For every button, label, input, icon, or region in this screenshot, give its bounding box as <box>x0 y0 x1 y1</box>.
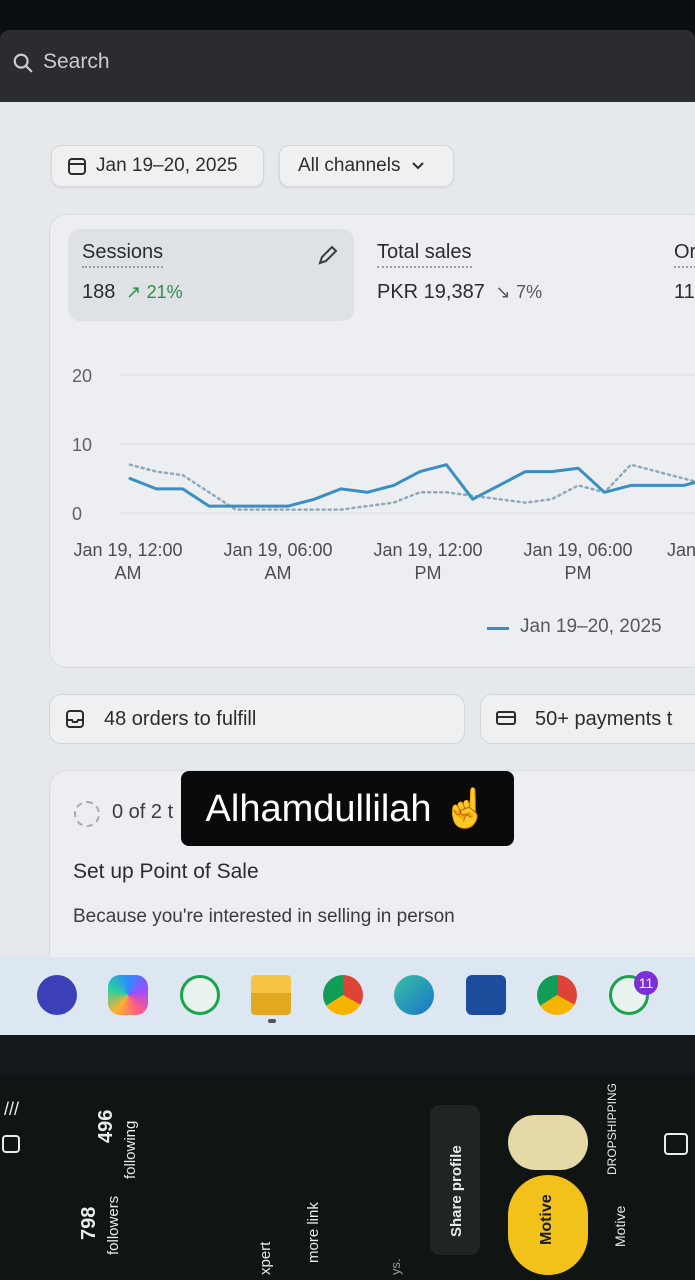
search-icon <box>13 53 33 73</box>
orders-metric-title[interactable]: Or <box>674 241 695 268</box>
sessions-number: 188 <box>82 281 116 303</box>
professional-dashboard-icon[interactable] <box>664 1133 688 1155</box>
orders-to-fulfill-button[interactable]: 48 orders to fulfill <box>49 694 465 744</box>
store-icon[interactable] <box>466 975 506 1015</box>
task-checkbox[interactable] <box>74 801 100 827</box>
setup-description: Because you're interested in selling in … <box>73 906 455 927</box>
more-link[interactable]: more link <box>305 1202 322 1263</box>
payment-icon <box>496 711 516 725</box>
monitor-bezel <box>0 1035 695 1075</box>
y-tick-label: 10 <box>72 435 92 455</box>
active-indicator <box>268 1019 276 1023</box>
chrome-icon[interactable] <box>323 975 363 1015</box>
date-range-label: Jan 19–20, 2025 <box>96 155 238 176</box>
comparison-series-line <box>128 463 695 511</box>
setup-progress: 0 of 2 t <box>112 801 174 823</box>
brand-name: Motive <box>612 1205 628 1247</box>
current-series-line <box>128 463 695 508</box>
notification-badge: 11 <box>634 971 658 995</box>
calendar-icon <box>68 158 86 175</box>
y-tick-label: 0 <box>72 504 82 524</box>
menu-icon[interactable]: /// <box>4 1099 20 1119</box>
highlight-label: Motive <box>538 1194 555 1245</box>
chevron-down-icon <box>412 162 425 170</box>
date-range-button[interactable]: Jan 19–20, 2025 <box>51 145 264 187</box>
search-input[interactable]: Search <box>43 50 110 73</box>
add-post-icon[interactable] <box>2 1135 20 1153</box>
sessions-title: Sessions <box>82 241 164 268</box>
share-profile-label: Share profile <box>448 1145 465 1237</box>
phone-profile-overlay: /// 798 followers 496 following xpert mo… <box>0 1075 695 1280</box>
x-tick-label: PM <box>565 563 592 583</box>
trend-up-icon: ↗ <box>120 282 142 302</box>
inbox-icon <box>66 710 84 728</box>
legend-swatch <box>487 627 509 630</box>
followers-label[interactable]: followers <box>105 1195 122 1255</box>
pencil-icon[interactable] <box>316 243 340 267</box>
setup-card: 0 of 2 t Set up Point of Sale Because yo… <box>49 770 695 972</box>
x-tick-label: Jan 19, 12:00 <box>373 540 482 560</box>
x-tick-label: Jan 19, 12:00 <box>73 540 182 560</box>
x-tick-label: AM <box>115 563 142 583</box>
share-profile-button[interactable]: Share profile <box>430 1105 480 1255</box>
analytics-card: Sessions 188 ↗ 21% Total sales PKR 19,38… <box>49 214 695 668</box>
total-sales-change: 7% <box>516 282 543 302</box>
search-bar[interactable]: Search <box>0 30 695 102</box>
payments-label: 50+ payments t <box>535 708 673 730</box>
sessions-metric[interactable]: Sessions 188 ↗ 21% <box>68 229 354 321</box>
whatsapp-icon[interactable] <box>180 975 220 1015</box>
edge-icon[interactable] <box>394 975 434 1015</box>
teams-meet-icon[interactable] <box>37 975 77 1015</box>
top-strip <box>0 0 695 30</box>
x-tick-label: Jan <box>667 540 695 560</box>
x-tick-label: Jan 19, 06:00 <box>523 540 632 560</box>
x-tick-label: PM <box>415 563 442 583</box>
windows-taskbar: 11 <box>0 957 695 1035</box>
followers-count: 798 <box>78 1206 100 1240</box>
y-tick-label: 20 <box>72 366 92 386</box>
following-count: 496 <box>95 1109 117 1143</box>
orders-label: 48 orders to fulfill <box>104 708 257 730</box>
avatar[interactable] <box>508 1115 588 1170</box>
channel-label: All channels <box>298 155 401 176</box>
legend-label: Jan 19–20, 2025 <box>520 616 662 637</box>
payments-button[interactable]: 50+ payments t <box>480 694 695 744</box>
story-caption: Alhamdullilah ☝️ <box>181 771 514 846</box>
total-sales-title[interactable]: Total sales <box>377 241 472 268</box>
total-sales-number: PKR 19,387 <box>377 281 485 303</box>
orders-metric-value: 11 <box>674 281 695 303</box>
channel-dropdown[interactable]: All channels <box>279 145 454 187</box>
x-tick-label: Jan 19, 06:00 <box>223 540 332 560</box>
total-sales-value: PKR 19,387 ↘ 7% <box>377 281 542 304</box>
sessions-change: 21% <box>146 282 183 302</box>
brand-tag: DROPSHIPPING <box>605 1082 619 1175</box>
setup-title[interactable]: Set up Point of Sale <box>73 860 259 883</box>
following-label[interactable]: following <box>122 1120 139 1179</box>
story-highlight[interactable]: Motive <box>508 1175 588 1275</box>
bio-fragment: ys. <box>388 1258 403 1275</box>
sessions-chart: 20 10 0 Jan 19, 12:00 AM Jan 19, 06:00 AM Jan 1… <box>72 366 695 583</box>
file-explorer-icon[interactable] <box>251 975 291 1015</box>
copilot-icon[interactable] <box>108 975 148 1015</box>
chrome-profile-icon[interactable] <box>537 975 577 1015</box>
trend-down-icon: ↘ <box>490 282 511 302</box>
x-tick-label: AM <box>265 563 292 583</box>
sessions-value: 188 ↗ 21% <box>82 281 183 304</box>
bio-text: xpert <box>257 1241 274 1275</box>
